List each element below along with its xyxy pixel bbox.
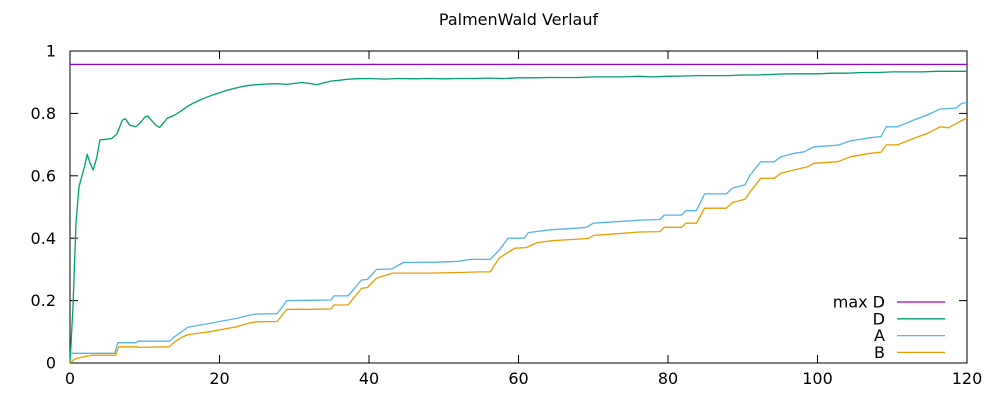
x-tick-label: 20 xyxy=(209,369,229,388)
y-tick-label: 0.8 xyxy=(31,104,56,123)
x-tick-label: 100 xyxy=(802,369,833,388)
series-line-d xyxy=(69,70,967,364)
legend-label-a: A xyxy=(874,326,885,345)
y-tick-label: 1 xyxy=(46,42,56,61)
series-line-a xyxy=(70,101,968,354)
y-tick-label: 0 xyxy=(46,354,56,373)
legend-label-d: D xyxy=(873,309,885,328)
x-tick-label: 40 xyxy=(359,369,379,388)
x-tick-label: 0 xyxy=(65,369,75,388)
series-line-b xyxy=(69,117,968,364)
y-tick-label: 0.2 xyxy=(31,291,56,310)
legend-label-b: B xyxy=(874,343,885,362)
chart-title: PalmenWald Verlauf xyxy=(438,10,599,29)
x-tick-label: 120 xyxy=(952,369,983,388)
y-tick-label: 0.4 xyxy=(31,229,56,248)
x-tick-label: 80 xyxy=(658,369,678,388)
x-tick-label: 60 xyxy=(508,369,528,388)
legend-label-max-d: max D xyxy=(833,293,885,312)
y-tick-label: 0.6 xyxy=(31,166,56,185)
